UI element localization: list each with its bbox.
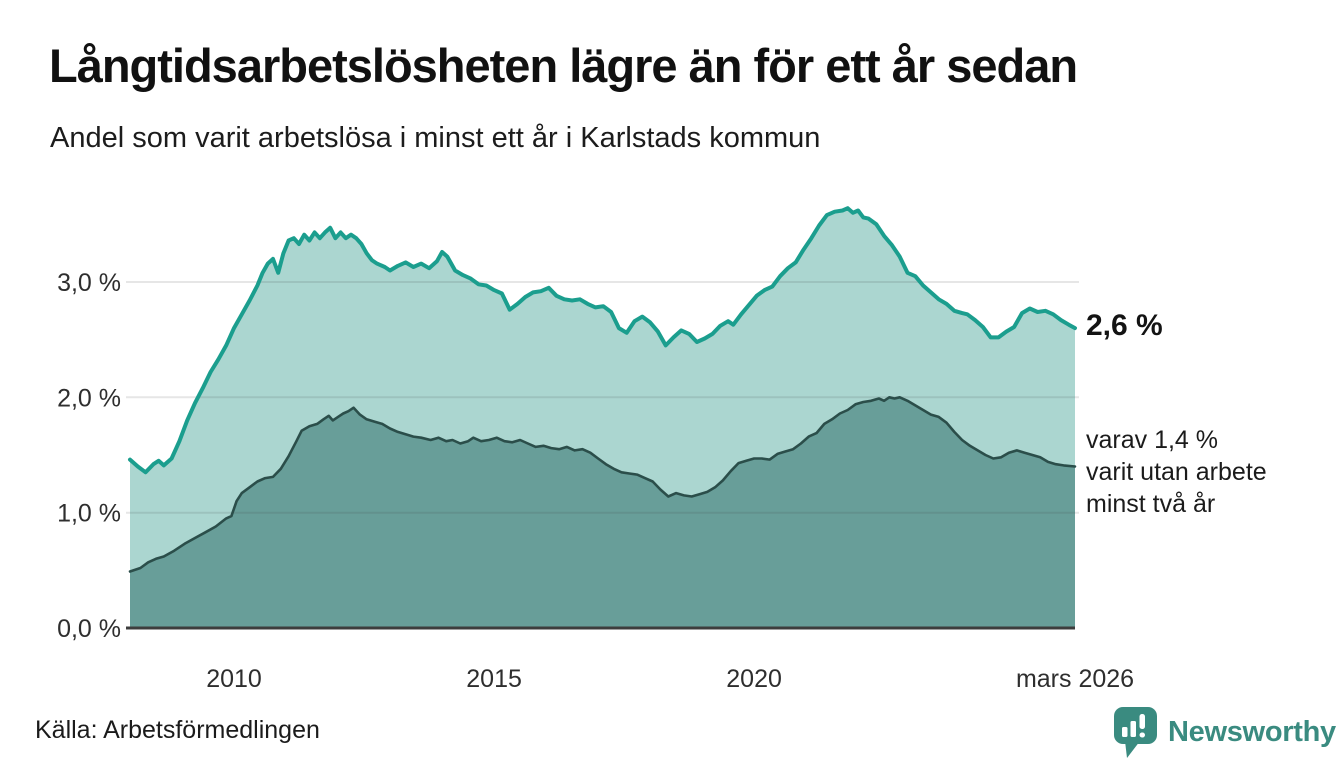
page-subtitle: Andel som varit arbetslösa i minst ett å…	[50, 122, 821, 154]
x-tick-label: mars 2026	[1016, 665, 1134, 693]
series-line-minst-tva-ar	[128, 396, 1077, 573]
newsworthy-logo: Newsworthy	[1113, 706, 1336, 759]
x-tick-label: 2020	[726, 665, 782, 693]
secondary-value-line: minst två år	[1086, 490, 1216, 518]
y-tick-label: 3,0 %	[57, 269, 121, 297]
latest-value-label: 2,6 %	[1086, 309, 1163, 342]
y-tick-label: 0,0 %	[57, 615, 121, 643]
secondary-value-label: varav 1,4 % varit utan arbete minst två …	[1086, 424, 1267, 520]
series-line-minst-ett-ar	[128, 206, 1077, 475]
newsworthy-logo-text: Newsworthy	[1168, 716, 1336, 748]
source-note: Källa: Arbetsförmedlingen	[35, 716, 320, 744]
y-tick-label: 1,0 %	[57, 500, 121, 528]
secondary-value-line: varit utan arbete	[1086, 458, 1267, 486]
y-tick-label: 2,0 %	[57, 384, 121, 412]
page-title: Långtidsarbetslösheten lägre än för ett …	[49, 39, 1078, 92]
area-fill-minst-tva-ar	[130, 397, 1075, 628]
x-tick-label: 2015	[466, 665, 522, 693]
newsworthy-logo-icon	[1114, 707, 1157, 758]
secondary-value-line: varav 1,4 %	[1086, 426, 1219, 454]
x-tick-label: 2010	[206, 665, 262, 693]
